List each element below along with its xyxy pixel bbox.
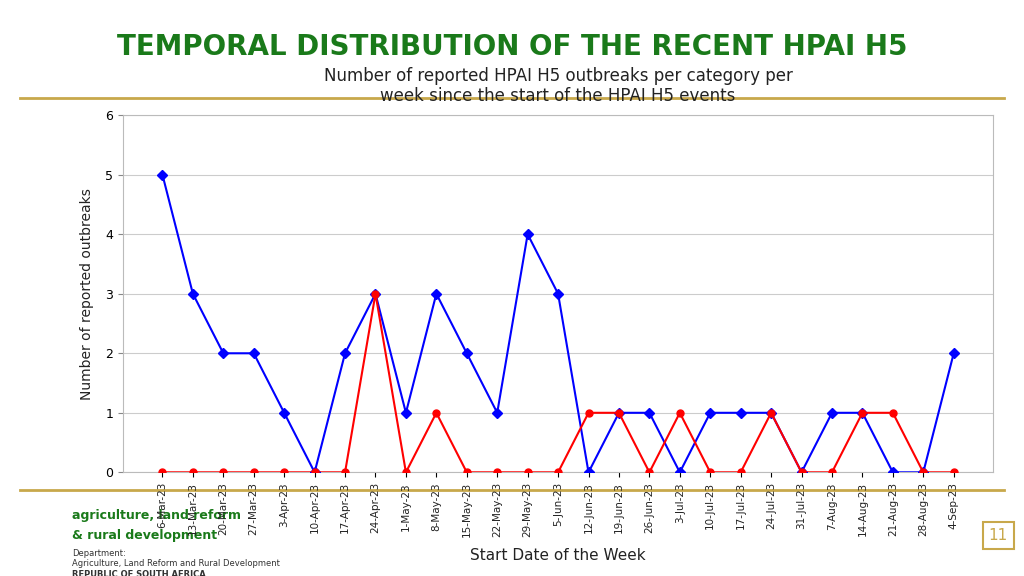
- Commercial chickens: [583, 410, 595, 416]
- Title: Number of reported HPAI H5 outbreaks per category per
week since the start of th: Number of reported HPAI H5 outbreaks per…: [324, 66, 793, 105]
- X-axis label: Start Date of the Week: Start Date of the Week: [470, 548, 646, 563]
- Wild birds/hobbyists/zoos: [674, 469, 686, 476]
- Commercial chickens: [521, 469, 534, 476]
- Wild birds/hobbyists/zoos: [279, 410, 291, 416]
- Wild birds/hobbyists/zoos: [552, 290, 564, 297]
- Text: 11: 11: [989, 528, 1008, 543]
- Commercial chickens: [643, 469, 655, 476]
- Commercial chickens: [796, 469, 808, 476]
- Commercial chickens: [399, 469, 412, 476]
- Commercial chickens: [157, 469, 169, 476]
- Commercial chickens: [947, 469, 959, 476]
- Wild birds/hobbyists/zoos: [157, 171, 169, 178]
- Commercial chickens: [430, 410, 442, 416]
- Commercial chickens: [339, 469, 351, 476]
- Commercial chickens: [674, 410, 686, 416]
- Commercial chickens: [856, 410, 868, 416]
- Wild birds/hobbyists/zoos: [856, 410, 868, 416]
- Commercial chickens: [705, 469, 717, 476]
- Wild birds/hobbyists/zoos: [339, 350, 351, 357]
- Commercial chickens: [918, 469, 930, 476]
- Commercial chickens: [186, 469, 199, 476]
- Wild birds/hobbyists/zoos: [765, 410, 777, 416]
- Text: agriculture, land reform: agriculture, land reform: [72, 509, 241, 522]
- Wild birds/hobbyists/zoos: [705, 410, 717, 416]
- Y-axis label: Number of reported outbreaks: Number of reported outbreaks: [80, 188, 94, 400]
- Text: Department:: Department:: [72, 549, 125, 558]
- Wild birds/hobbyists/zoos: [796, 469, 808, 476]
- Wild birds/hobbyists/zoos: [430, 290, 442, 297]
- Wild birds/hobbyists/zoos: [186, 290, 199, 297]
- Commercial chickens: [308, 469, 321, 476]
- Wild birds/hobbyists/zoos: [887, 469, 899, 476]
- Text: REPUBLIC OF SOUTH AFRICA: REPUBLIC OF SOUTH AFRICA: [72, 570, 206, 576]
- Commercial chickens: [217, 469, 229, 476]
- Commercial chickens: [461, 469, 473, 476]
- Commercial chickens: [279, 469, 291, 476]
- Commercial chickens: [765, 410, 777, 416]
- Commercial chickens: [825, 469, 838, 476]
- Text: & rural development: & rural development: [72, 529, 217, 542]
- Commercial chickens: [887, 410, 899, 416]
- Line: Commercial chickens: Commercial chickens: [159, 290, 957, 476]
- Commercial chickens: [552, 469, 564, 476]
- Wild birds/hobbyists/zoos: [370, 290, 382, 297]
- Wild birds/hobbyists/zoos: [947, 350, 959, 357]
- Commercial chickens: [734, 469, 746, 476]
- Wild birds/hobbyists/zoos: [461, 350, 473, 357]
- Wild birds/hobbyists/zoos: [217, 350, 229, 357]
- Wild birds/hobbyists/zoos: [308, 469, 321, 476]
- Wild birds/hobbyists/zoos: [492, 410, 504, 416]
- Commercial chickens: [612, 410, 625, 416]
- Line: Wild birds/hobbyists/zoos: Wild birds/hobbyists/zoos: [159, 171, 957, 476]
- Commercial chickens: [248, 469, 260, 476]
- Commercial chickens: [370, 290, 382, 297]
- Commercial chickens: [492, 469, 504, 476]
- Wild birds/hobbyists/zoos: [248, 350, 260, 357]
- Wild birds/hobbyists/zoos: [583, 469, 595, 476]
- Wild birds/hobbyists/zoos: [825, 410, 838, 416]
- Wild birds/hobbyists/zoos: [734, 410, 746, 416]
- Wild birds/hobbyists/zoos: [612, 410, 625, 416]
- Text: TEMPORAL DISTRIBUTION OF THE RECENT HPAI H5: TEMPORAL DISTRIBUTION OF THE RECENT HPAI…: [117, 33, 907, 60]
- Wild birds/hobbyists/zoos: [521, 231, 534, 238]
- Wild birds/hobbyists/zoos: [399, 410, 412, 416]
- Wild birds/hobbyists/zoos: [918, 469, 930, 476]
- Wild birds/hobbyists/zoos: [643, 410, 655, 416]
- Text: Agriculture, Land Reform and Rural Development: Agriculture, Land Reform and Rural Devel…: [72, 559, 280, 569]
